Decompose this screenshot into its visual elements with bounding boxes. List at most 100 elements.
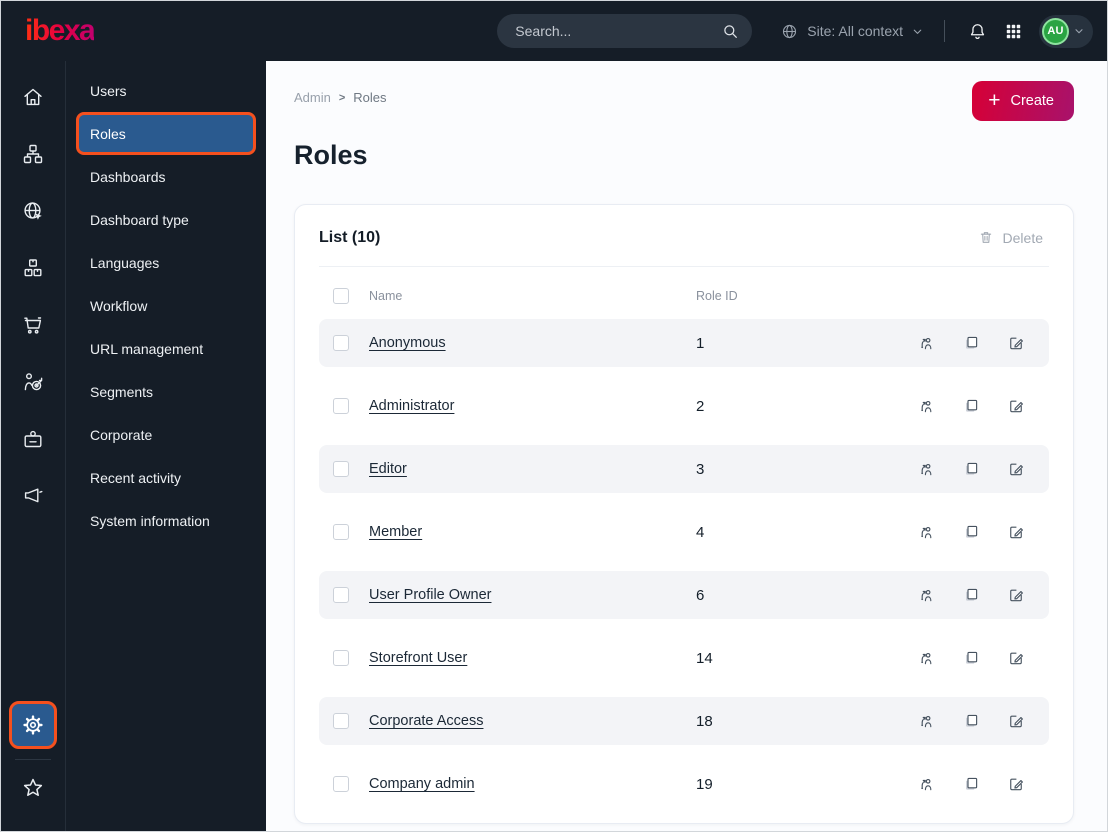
assign-user-icon xyxy=(917,397,935,415)
assign-to-users-button[interactable] xyxy=(917,334,935,352)
user-menu[interactable]: AU xyxy=(1039,14,1093,48)
search-input[interactable] xyxy=(513,22,722,40)
role-name-link[interactable]: User Profile Owner xyxy=(369,587,492,603)
rail-item-marketing[interactable] xyxy=(13,476,53,516)
assign-to-users-button[interactable] xyxy=(917,775,935,793)
sidebar-item-languages[interactable]: Languages xyxy=(66,241,266,284)
search-icon[interactable] xyxy=(721,22,740,41)
sidebar-item-label: Segments xyxy=(90,383,154,400)
copy-role-button[interactable] xyxy=(962,712,980,730)
edit-role-button[interactable] xyxy=(1007,775,1025,793)
assign-to-users-button[interactable] xyxy=(917,712,935,730)
sidebar-item-system-information[interactable]: System information xyxy=(66,499,266,542)
row-checkbox[interactable] xyxy=(333,587,349,603)
rail-item-home[interactable] xyxy=(13,77,53,117)
assign-to-users-button[interactable] xyxy=(917,649,935,667)
global-search[interactable] xyxy=(497,14,753,48)
notifications-button[interactable] xyxy=(963,17,991,45)
cell-name: Editor xyxy=(369,460,696,478)
copy-role-button[interactable] xyxy=(962,523,980,541)
delete-button[interactable]: Delete xyxy=(972,228,1049,247)
sidebar-item-users[interactable]: Users xyxy=(66,69,266,112)
edit-role-button[interactable] xyxy=(1007,334,1025,352)
sidebar-item-recent-activity[interactable]: Recent activity xyxy=(66,456,266,499)
sidebar-item-dashboard-type[interactable]: Dashboard type xyxy=(66,198,266,241)
assign-to-users-button[interactable] xyxy=(917,523,935,541)
role-name-link[interactable]: Administrator xyxy=(369,398,455,414)
role-name-link[interactable]: Editor xyxy=(369,461,407,477)
edit-role-button[interactable] xyxy=(1007,397,1025,415)
edit-role-button[interactable] xyxy=(1007,460,1025,478)
edit-role-button[interactable] xyxy=(1007,712,1025,730)
rail-item-corporate[interactable] xyxy=(13,419,53,459)
row-checkbox[interactable] xyxy=(333,776,349,792)
edit-icon xyxy=(1007,397,1025,415)
copy-icon xyxy=(962,397,980,415)
badge-icon xyxy=(21,427,45,451)
rail-item-site-structure[interactable] xyxy=(13,134,53,174)
rail-item-commerce[interactable] xyxy=(13,305,53,345)
row-checkbox[interactable] xyxy=(333,650,349,666)
copy-icon xyxy=(962,649,980,667)
row-actions xyxy=(917,775,1025,793)
copy-role-button[interactable] xyxy=(962,460,980,478)
edit-role-button[interactable] xyxy=(1007,523,1025,541)
sidebar-item-segments[interactable]: Segments xyxy=(66,370,266,413)
role-name-link[interactable]: Company admin xyxy=(369,776,475,792)
edit-role-button[interactable] xyxy=(1007,586,1025,604)
copy-role-button[interactable] xyxy=(962,397,980,415)
copy-role-button[interactable] xyxy=(962,334,980,352)
rail-item-global[interactable] xyxy=(13,191,53,231)
chevron-down-icon xyxy=(1073,25,1085,37)
sidebar-item-url-management[interactable]: URL management xyxy=(66,327,266,370)
sidebar-item-corporate[interactable]: Corporate xyxy=(66,413,266,456)
row-actions xyxy=(917,334,1025,352)
sidebar-item-label: Languages xyxy=(90,254,160,271)
sidebar-item-label: Roles xyxy=(90,125,126,142)
edit-icon xyxy=(1007,649,1025,667)
sidebar-item-roles[interactable]: Roles xyxy=(76,112,256,155)
row-checkbox[interactable] xyxy=(333,461,349,477)
copy-role-button[interactable] xyxy=(962,586,980,604)
assign-to-users-button[interactable] xyxy=(917,460,935,478)
sidebar-item-label: URL management xyxy=(90,340,204,357)
edit-role-button[interactable] xyxy=(1007,649,1025,667)
copy-role-button[interactable] xyxy=(962,649,980,667)
role-name-link[interactable]: Storefront User xyxy=(369,650,468,666)
row-checkbox[interactable] xyxy=(333,398,349,414)
cell-name: Company admin xyxy=(369,775,696,793)
role-name-link[interactable]: Anonymous xyxy=(369,335,446,351)
sidebar-item-label: Users xyxy=(90,82,127,99)
table-row: Anonymous 1 xyxy=(319,319,1049,367)
cell-role-id: 2 xyxy=(696,397,705,415)
rail-item-personalization[interactable] xyxy=(13,362,53,402)
rail-item-products[interactable] xyxy=(13,248,53,288)
role-name-link[interactable]: Corporate Access xyxy=(369,713,484,729)
copy-role-button[interactable] xyxy=(962,775,980,793)
site-context-label: Site: All context xyxy=(807,23,903,39)
rail-item-admin-settings[interactable] xyxy=(9,701,57,749)
rail-item-favorites[interactable] xyxy=(13,768,53,808)
table-row: Corporate Access 18 xyxy=(319,697,1049,745)
breadcrumb-admin-link[interactable]: Admin xyxy=(294,90,331,105)
row-checkbox[interactable] xyxy=(333,713,349,729)
copy-icon xyxy=(962,523,980,541)
site-context-selector[interactable]: Site: All context xyxy=(780,22,924,41)
row-actions xyxy=(917,649,1025,667)
row-checkbox[interactable] xyxy=(333,524,349,540)
assign-to-users-button[interactable] xyxy=(917,397,935,415)
main-nav-rail xyxy=(1,61,66,831)
create-button[interactable]: + Create xyxy=(972,81,1074,121)
cell-role-id: 1 xyxy=(696,334,705,352)
ibexa-logo[interactable]: ibexa xyxy=(25,14,96,47)
select-all-checkbox[interactable] xyxy=(333,288,349,304)
grid-icon xyxy=(1004,22,1023,41)
page-title: Roles xyxy=(294,140,368,170)
role-name-link[interactable]: Member xyxy=(369,524,423,540)
app-switcher-button[interactable] xyxy=(999,17,1027,45)
assign-to-users-button[interactable] xyxy=(917,586,935,604)
sidebar-item-dashboards[interactable]: Dashboards xyxy=(66,155,266,198)
sidebar-item-workflow[interactable]: Workflow xyxy=(66,284,266,327)
cell-role-id: 3 xyxy=(696,460,705,478)
row-checkbox[interactable] xyxy=(333,335,349,351)
